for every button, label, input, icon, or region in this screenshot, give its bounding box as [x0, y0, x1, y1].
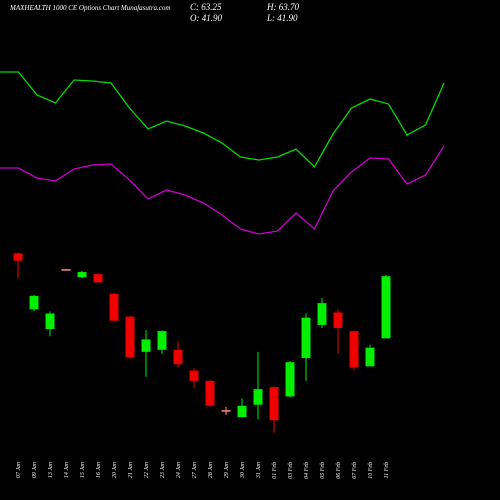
candle-body — [317, 303, 327, 325]
candle-body — [381, 276, 391, 339]
candle-body — [205, 380, 215, 406]
candle-body — [125, 316, 135, 358]
x-tick-label: 24 Jan — [175, 462, 182, 478]
candle-body — [61, 269, 71, 271]
chart-title: MAXHEALTH 1000 CE Options Chart Munafasu… — [9, 4, 170, 12]
candle-body — [189, 370, 199, 381]
candle-body — [109, 293, 119, 321]
close-label: C: 63.25 — [190, 2, 222, 12]
candle-body — [221, 410, 231, 412]
x-tick-label: 07 Jan — [16, 462, 22, 478]
x-tick-label: 23 Jan — [160, 462, 166, 478]
x-tick-label: 29 Jan — [224, 462, 230, 478]
high-label: H: 63.70 — [266, 2, 299, 12]
candle-body — [93, 274, 103, 283]
x-tick-label: 04 Feb — [303, 462, 310, 479]
candle-body — [365, 347, 375, 367]
x-tick-label: 07 Feb — [352, 462, 358, 479]
candle-body — [301, 317, 311, 359]
candle-body — [13, 253, 23, 261]
candle-body — [253, 389, 263, 405]
x-tick-label: 16 Jan — [96, 462, 102, 478]
x-tick-label: 13 Jan — [48, 462, 54, 478]
candle-body — [141, 339, 151, 352]
x-tick-label: 14 Jan — [63, 462, 70, 478]
candle-body — [269, 387, 279, 421]
open-label: O: 41.90 — [190, 13, 222, 23]
x-tick-label: 11 Feb — [384, 462, 390, 478]
candle-body — [237, 405, 247, 418]
candle-body — [29, 295, 39, 310]
x-tick-label: 22 Jan — [144, 462, 150, 478]
x-tick-label: 30 Jan — [240, 462, 246, 479]
x-tick-label: 06 Feb — [336, 462, 342, 479]
candle-body — [77, 272, 87, 278]
x-tick-label: 28 Jan — [208, 462, 214, 478]
indicator-line — [0, 71, 445, 169]
candle-body — [349, 331, 359, 368]
x-tick-label: 27 Jan — [192, 462, 198, 478]
candle-body — [157, 331, 167, 350]
low-label: L: 41.90 — [266, 13, 298, 23]
indicator-line — [0, 145, 445, 235]
candle-body — [173, 349, 183, 365]
candle-body — [285, 362, 295, 397]
candle-body — [333, 312, 343, 329]
x-tick-label: 20 Jan — [112, 462, 118, 478]
x-tick-label: 01 Feb — [272, 462, 278, 479]
x-tick-label: 03 Feb — [288, 462, 294, 479]
x-tick-label: 05 Feb — [320, 462, 326, 479]
candle-body — [45, 313, 55, 330]
x-tick-label: 09 Jan — [32, 462, 38, 478]
x-tick-label: 15 Jan — [80, 462, 86, 478]
x-tick-label: 10 Feb — [368, 462, 374, 479]
x-tick-label: 31 Jan — [256, 462, 262, 479]
x-tick-label: 21 Jan — [128, 462, 134, 478]
